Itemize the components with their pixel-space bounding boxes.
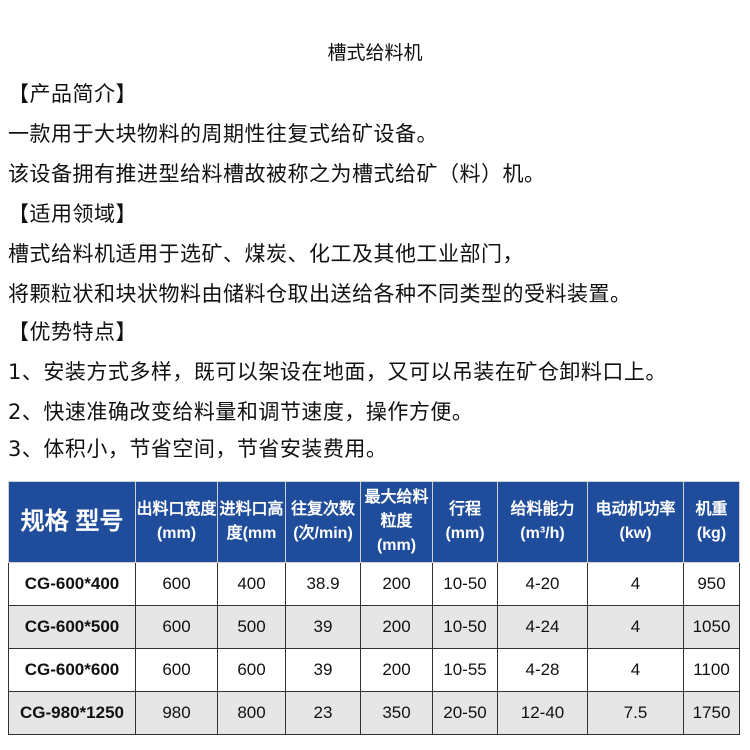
- table-cell: 950: [683, 562, 740, 606]
- table-cell: 600: [135, 648, 218, 692]
- table-cell: 23: [285, 691, 361, 735]
- model-cell: CG-980*1250: [8, 691, 136, 735]
- page-title: 槽式给料机: [327, 42, 423, 64]
- table-cell: 800: [217, 691, 286, 735]
- model-cell: CG-600*600: [8, 648, 136, 692]
- table-cell: 4-28: [497, 648, 588, 692]
- section-heading-advantages: 【优势特点】: [8, 320, 137, 344]
- table-cell: 4-20: [497, 562, 588, 606]
- table-cell: 12-40: [497, 691, 588, 735]
- table-cell: 4-24: [497, 605, 588, 649]
- table-cell: 600: [217, 648, 286, 692]
- model-cell: CG-600*500: [8, 605, 136, 649]
- table-cell: 4: [587, 562, 684, 606]
- text-line: 一款用于大块物料的周期性往复式给矿设备。: [8, 122, 438, 146]
- col-header: 机重(kg): [683, 481, 740, 563]
- table-cell: 350: [360, 691, 433, 735]
- text-line: 1、安装方式多样，既可以架设在地面，又可以吊装在矿仓卸料口上。: [8, 360, 667, 384]
- table-cell: 7.5: [587, 691, 684, 735]
- text-line: 3、体积小，节省空间，节省安装费用。: [8, 437, 388, 461]
- table-cell: 10-55: [432, 648, 498, 692]
- table-header-row: 规格 型号 出料口宽度(mm) 进料口高度(mm 往复次数 (次/min) 最大…: [8, 481, 740, 563]
- section-heading-applications: 【适用领域】: [8, 202, 137, 226]
- table-cell: 39: [285, 605, 361, 649]
- table-cell: 10-50: [432, 605, 498, 649]
- table-cell: 200: [360, 648, 433, 692]
- table-cell: 600: [135, 562, 218, 606]
- table-cell: 4: [587, 605, 684, 649]
- col-header: 最大给料粒度(mm): [360, 481, 433, 563]
- table-cell: 500: [217, 605, 286, 649]
- model-cell: CG-600*400: [8, 562, 136, 606]
- text-line: 槽式给料机适用于选矿、煤炭、化工及其他工业部门，: [8, 242, 524, 266]
- col-header: 给料能力(m³/h): [497, 481, 588, 563]
- table-row: CG-600*600 600 600 39 200 10-55 4-28 4 1100: [8, 648, 740, 692]
- col-header: 规格 型号: [8, 481, 136, 563]
- col-header: 出料口宽度(mm): [135, 481, 218, 563]
- table-cell: 1100: [683, 648, 740, 692]
- table-cell: 200: [360, 605, 433, 649]
- table-cell: 20-50: [432, 691, 498, 735]
- table-cell: 10-50: [432, 562, 498, 606]
- table-cell: 4: [587, 648, 684, 692]
- spec-table: 规格 型号 出料口宽度(mm) 进料口高度(mm 往复次数 (次/min) 最大…: [8, 481, 740, 735]
- table-cell: 38.9: [285, 562, 361, 606]
- table-cell: 200: [360, 562, 433, 606]
- table-row: CG-600*500 600 500 39 200 10-50 4-24 4 1050: [8, 605, 740, 649]
- table-cell: 600: [135, 605, 218, 649]
- table-row: CG-980*1250 980 800 23 350 20-50 12-40 7.5 1750: [8, 691, 740, 735]
- table-cell: 39: [285, 648, 361, 692]
- col-header: 进料口高度(mm: [217, 481, 286, 563]
- table-cell: 1750: [683, 691, 740, 735]
- col-header: 往复次数 (次/min): [285, 481, 361, 563]
- table-cell: 400: [217, 562, 286, 606]
- table-cell: 980: [135, 691, 218, 735]
- table-cell: 1050: [683, 605, 740, 649]
- col-header: 电动机功率(kw): [587, 481, 684, 563]
- col-header: 行程(mm): [432, 481, 498, 563]
- text-line: 该设备拥有推进型给料槽故被称之为槽式给矿（料）机。: [8, 162, 546, 186]
- section-heading-intro: 【产品简介】: [8, 82, 137, 106]
- text-line: 2、快速准确改变给料量和调节速度，操作方便。: [8, 400, 474, 424]
- text-line: 将颗粒状和块状物料由储料仓取出送给各种不同类型的受料装置。: [8, 282, 632, 306]
- table-row: CG-600*400 600 400 38.9 200 10-50 4-20 4 950: [8, 562, 740, 606]
